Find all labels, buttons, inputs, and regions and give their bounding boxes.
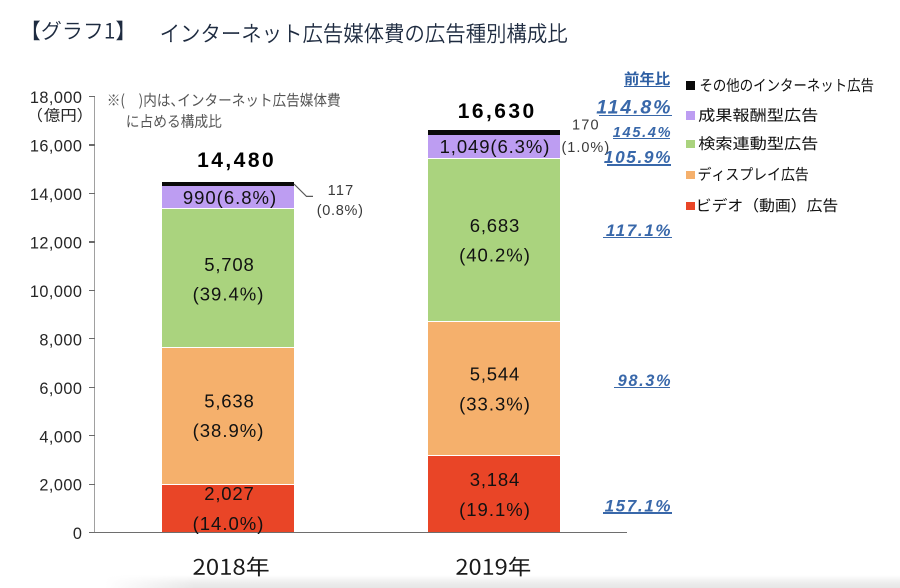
svg-text:2,027: 2,027 xyxy=(204,483,254,504)
svg-text:2,000: 2,000 xyxy=(39,477,82,495)
svg-text:3,184: 3,184 xyxy=(470,469,520,490)
svg-text:8,000: 8,000 xyxy=(39,331,82,349)
svg-text:18,000: 18,000 xyxy=(30,89,83,107)
svg-text:6,000: 6,000 xyxy=(39,380,82,398)
svg-text:145.4%: 145.4% xyxy=(613,125,672,141)
svg-text:(19.1%): (19.1%) xyxy=(459,499,531,520)
svg-text:5,638: 5,638 xyxy=(204,390,254,411)
svg-text:170: 170 xyxy=(572,117,600,133)
svg-text:(1.0%): (1.0%) xyxy=(561,140,610,156)
svg-text:6,683: 6,683 xyxy=(470,215,520,236)
svg-text:5,544: 5,544 xyxy=(470,364,520,385)
svg-text:10,000: 10,000 xyxy=(30,283,83,301)
svg-text:117: 117 xyxy=(328,183,355,199)
svg-text:117.1%: 117.1% xyxy=(606,221,672,240)
svg-text:0: 0 xyxy=(73,525,83,543)
svg-text:(39.4%): (39.4%) xyxy=(193,284,265,305)
svg-text:4,000: 4,000 xyxy=(39,428,82,446)
svg-text:98.3%: 98.3% xyxy=(618,372,672,390)
svg-text:(40.2%): (40.2%) xyxy=(459,245,531,266)
svg-text:16,000: 16,000 xyxy=(30,138,83,156)
svg-text:(0.8%): (0.8%) xyxy=(317,203,364,219)
svg-text:5,708: 5,708 xyxy=(204,254,254,275)
svg-text:12,000: 12,000 xyxy=(30,234,83,252)
svg-text:(33.3%): (33.3%) xyxy=(459,393,531,414)
svg-text:14,000: 14,000 xyxy=(30,186,83,204)
svg-text:(38.9%): (38.9%) xyxy=(193,420,265,441)
svg-text:1,049(6.3%): 1,049(6.3%) xyxy=(440,136,551,157)
svg-text:114.8%: 114.8% xyxy=(596,96,672,118)
svg-text:16,630: 16,630 xyxy=(458,100,537,123)
svg-text:990(6.8%): 990(6.8%) xyxy=(183,187,277,208)
svg-text:157.1%: 157.1% xyxy=(605,497,673,516)
svg-text:14,480: 14,480 xyxy=(197,149,276,172)
svg-text:(14.0%): (14.0%) xyxy=(193,513,265,534)
svg-text:105.9%: 105.9% xyxy=(604,147,672,167)
